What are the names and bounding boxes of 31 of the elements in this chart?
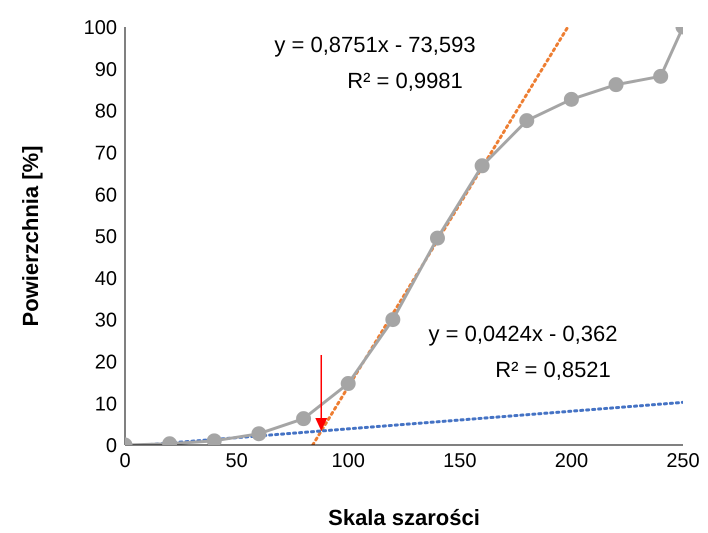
y-tick-label: 10 xyxy=(94,393,117,416)
annotation: y = 0,0424x - 0,362 R² = 0,8521 xyxy=(428,321,618,382)
point xyxy=(340,376,356,392)
y-tick-label: 70 xyxy=(94,142,117,164)
point xyxy=(653,68,668,84)
y-tick-label: 20 xyxy=(94,352,117,374)
y-tick-label: 60 xyxy=(94,184,117,206)
point xyxy=(251,426,266,442)
point xyxy=(474,158,490,174)
point xyxy=(564,92,579,107)
y-tick-label: 100 xyxy=(84,17,117,40)
point xyxy=(385,312,400,328)
x-tick-label: 250 xyxy=(666,450,700,472)
y-tick-label: 30 xyxy=(94,310,117,332)
y-tick-label: 50 xyxy=(94,226,117,248)
y-tick-label: 0 xyxy=(106,435,117,458)
x-tick-label: 50 xyxy=(225,450,248,472)
y-axis-title: Powierzchnia [%] xyxy=(18,146,43,326)
x-tick-label: 100 xyxy=(332,450,365,472)
point xyxy=(296,411,312,426)
y-tick-label: 90 xyxy=(94,58,117,81)
x-axis-title: Skala szarości xyxy=(328,505,480,530)
x-tick-label: 0 xyxy=(119,450,131,472)
annotation: y = 0,8751x - 73,593 R² = 0,9981 xyxy=(274,32,476,93)
x-tick-label: 150 xyxy=(443,450,476,472)
x-tick-label: 200 xyxy=(554,450,588,472)
point xyxy=(430,230,445,246)
point xyxy=(608,77,624,92)
point xyxy=(519,113,534,128)
y-tick-label: 80 xyxy=(94,100,117,123)
y-tick-label: 40 xyxy=(94,268,117,290)
